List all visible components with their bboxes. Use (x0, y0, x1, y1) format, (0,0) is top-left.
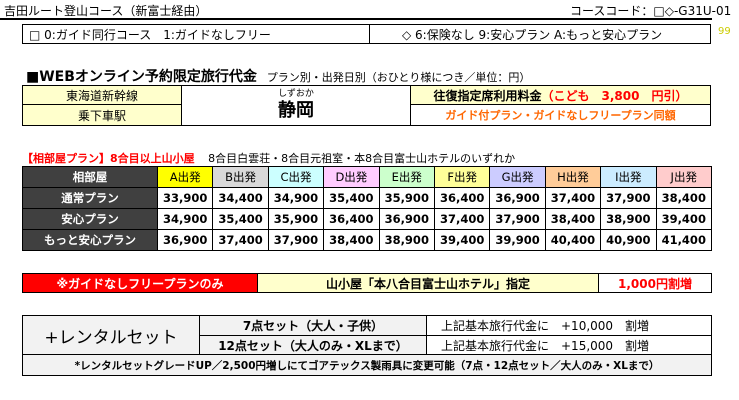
price-cell: 34,900 (156, 208, 214, 230)
price-cell: 38,900 (378, 229, 435, 251)
col-e: E出発 (378, 166, 435, 188)
col-f: F出発 (433, 166, 491, 188)
col-b: B出発 (212, 166, 269, 188)
col-d: D出発 (323, 166, 380, 188)
price-cell: 38,400 (655, 187, 713, 209)
plan-name: もっと安心プラン (22, 229, 158, 251)
rental-note-text: *レンタルセットグレードUP／2,500円増しにてゴアテックス製雨具に変更可能（… (74, 359, 660, 372)
price-cell: 36,900 (156, 229, 214, 251)
code-legend-right: ◇ 6:保険なし 9:安心プラン A:もっと安心プラン (369, 24, 711, 44)
rental-price-2-text: 上記基本旅行代金に +15,000 割増 (441, 338, 650, 353)
free-plan-banner: ※ガイドなしフリープランのみ (22, 273, 258, 293)
fare-label: 往復指定席利用料金 (433, 88, 542, 103)
price-row: 安心プラン 34,900 35,400 35,900 36,400 36,900 37,40… (22, 208, 713, 230)
free-plan-banner-text: ※ガイドなしフリープランのみ (56, 276, 224, 291)
price-cell: 38,900 (600, 208, 657, 230)
free-plan-surcharge: 1,000円割増 (598, 273, 712, 293)
page-number: 99 (718, 26, 731, 37)
price-cell: 37,900 (489, 208, 546, 230)
free-plan-hut: 山小屋「本八合目富士山ホテル」指定 (257, 273, 599, 293)
price-cell: 35,400 (212, 208, 269, 230)
rental-label-text: +レンタルセット (44, 327, 178, 348)
rental-price-1-text: 上記基本旅行代金に +10,000 割増 (441, 319, 650, 333)
col-h: H出発 (544, 166, 602, 188)
code-legend-right-text: ◇ 6:保険なし 9:安心プラン A:もっと安心プラン (402, 27, 663, 42)
col-c: C出発 (267, 166, 325, 188)
rental-label: +レンタルセット (22, 315, 200, 355)
col-g: G出発 (489, 166, 546, 188)
rental-set-1-text: 7点セット（大人・子供） (242, 319, 384, 333)
price-cell: 37,400 (433, 208, 491, 230)
price-cell: 33,900 (156, 187, 214, 209)
price-cell: 40,900 (600, 229, 657, 251)
price-cell: 38,400 (544, 208, 602, 230)
price-cell: 36,400 (433, 187, 491, 209)
free-plan-surcharge-text: 1,000円割増 (618, 276, 692, 291)
price-cell: 37,900 (267, 229, 325, 251)
guide-note: ガイド付プラン・ガイドなしフリープラン同額 (445, 109, 676, 122)
price-cell: 37,400 (544, 187, 602, 209)
aibeya-heading: 【相部屋プラン】8合目以上山小屋 8合目白雲荘・8合目元祖室・本8合目富士山ホテ… (22, 150, 515, 166)
price-cell: 39,400 (655, 208, 713, 230)
price-cell: 36,400 (323, 208, 380, 230)
station-label-text: 乗下車駅 (77, 108, 126, 123)
col-a: A出発 (156, 166, 214, 188)
price-cell: 37,400 (212, 229, 269, 251)
free-plan-hut-text: 山小屋「本八合目富士山ホテル」指定 (325, 276, 530, 291)
price-cell: 41,400 (655, 229, 713, 251)
rental-set-1: 7点セット（大人・子供） (199, 315, 427, 336)
price-cell: 34,400 (212, 187, 269, 209)
shinkansen-line: 東海道新幹線 (22, 85, 182, 105)
price-cell: 39,900 (489, 229, 546, 251)
price-cell: 35,900 (378, 187, 435, 209)
price-cell: 37,900 (600, 187, 657, 209)
aibeya-huts: 8合目白雲荘・8合目元祖室・本8合目富士山ホテルのいずれか (208, 152, 516, 165)
rental-price-2: 上記基本旅行代金に +15,000 割増 (426, 335, 712, 355)
code-legend-left: □ 0:ガイド同行コース 1:ガイドなしフリー (22, 24, 370, 44)
price-row: もっと安心プラン 36,900 37,400 37,900 38,400 38,900 39… (22, 229, 713, 251)
course-code: コースコード：□◇-G31U-01 (570, 4, 732, 18)
title-main: ■WEBオンライン予約限定旅行代金 (26, 69, 257, 85)
price-cell: 35,400 (323, 187, 380, 209)
col-j: J出発 (655, 166, 713, 188)
station-name: 静岡 (278, 100, 314, 121)
plan-name: 通常プラン (22, 187, 158, 209)
title-sub: プラン別・出発日別（おひとり様につき／単位：円） (266, 71, 531, 84)
station-label: 乗下車駅 (22, 104, 182, 126)
price-corner: 相部屋 (22, 166, 158, 188)
course-name: 吉田ルート登山コース（新富士経由） (4, 4, 208, 18)
plan-name: 安心プラン (22, 208, 158, 230)
price-cell: 40,400 (544, 229, 602, 251)
shinkansen-line-label: 東海道新幹線 (65, 88, 138, 103)
station-reading: しずおか (278, 89, 314, 99)
price-table-body: 通常プラン 33,900 34,400 34,900 35,400 35,900 36,40… (22, 187, 713, 251)
rental-set-2: 12点セット（大人のみ・XLまで） (199, 335, 427, 355)
price-table: 相部屋 A出発 B出発 C出発 D出発 E出発 F出発 G出発 H出発 I出発 … (22, 166, 713, 251)
rental-set-2-text: 12点セット（大人のみ・XLまで） (218, 338, 408, 353)
aibeya-label: 【相部屋プラン】8合目以上山小屋 (22, 152, 195, 165)
col-i: I出発 (600, 166, 657, 188)
fare-label-box: 往復指定席利用料金 （こども 3,800 円引） (410, 85, 711, 105)
child-discount: （こども 3,800 円引） (541, 88, 688, 103)
price-cell: 34,900 (267, 187, 325, 209)
price-table-header: 相部屋 A出発 B出発 C出発 D出発 E出発 F出発 G出発 H出発 I出発 … (22, 166, 713, 188)
guide-note-box: ガイド付プラン・ガイドなしフリープラン同額 (410, 104, 711, 126)
station-name-box: しずおか 静岡 (181, 85, 411, 126)
page-title: ■WEBオンライン予約限定旅行代金 プラン別・出発日別（おひとり様につき／単位：… (26, 66, 530, 86)
code-legend-left-text: □ 0:ガイド同行コース 1:ガイドなしフリー (29, 27, 271, 42)
price-row: 通常プラン 33,900 34,400 34,900 35,400 35,900 36,40… (22, 187, 713, 209)
price-cell: 39,400 (433, 229, 491, 251)
price-cell: 35,900 (267, 208, 325, 230)
price-cell: 38,400 (323, 229, 380, 251)
rental-price-1: 上記基本旅行代金に +10,000 割増 (426, 315, 712, 336)
price-cell: 36,900 (378, 208, 435, 230)
header-bar (0, 0, 712, 20)
rental-note: *レンタルセットグレードUP／2,500円増しにてゴアテックス製雨具に変更可能（… (22, 354, 712, 376)
price-cell: 36,900 (489, 187, 546, 209)
